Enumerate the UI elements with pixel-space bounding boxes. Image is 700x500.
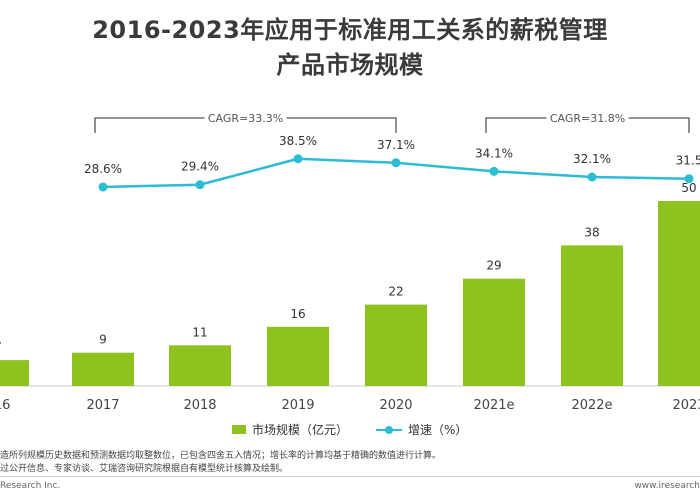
footer-divider — [0, 476, 700, 477]
growth-value-label: 34.1% — [475, 146, 513, 160]
bar-2023e — [658, 201, 700, 386]
cagr-bracket-right — [628, 117, 690, 133]
x-tick-label: 2022e — [571, 398, 612, 413]
bar-2020 — [365, 304, 427, 386]
cagr-label: CAGR=33.3% — [208, 112, 283, 125]
x-tick-label: 2017 — [86, 398, 119, 413]
growth-value-label: 31.5 — [676, 154, 700, 168]
legend-line-label: 增速（%） — [408, 423, 468, 437]
chart-title-line1: 2016-2023年应用于标准用工关系的薪税管理 — [92, 16, 608, 44]
bar-value-label: 38 — [584, 225, 599, 239]
growth-value-label: 38.5% — [279, 134, 317, 148]
chart-title-line2: 产品市场规模 — [276, 51, 424, 79]
bar-value-label: 11 — [192, 325, 207, 339]
x-tick-label: 2018 — [183, 398, 216, 413]
growth-point-2022e — [587, 172, 597, 182]
footer-copyright: Research Inc. — [0, 481, 61, 491]
legend-bar-swatch — [232, 425, 246, 434]
bar-2021e — [463, 278, 525, 386]
cagr-bracket-right — [286, 117, 397, 133]
bar-value-label: 9 — [99, 333, 107, 347]
growth-point-2019 — [293, 154, 303, 164]
bar-value-label: 22 — [388, 285, 403, 299]
bar-2018 — [169, 345, 231, 386]
bar-value-label: 7 — [0, 340, 2, 354]
legend: 市场规模（亿元） 增速（%） — [232, 421, 467, 438]
bar-2019 — [267, 326, 329, 386]
x-tick-label: 2020 — [379, 398, 412, 413]
growth-point-2017 — [98, 182, 108, 192]
growth-value-label: 32.1% — [573, 152, 611, 166]
footnote-2: 过公开信息、专家访谈、艾瑞咨询研究院根据自有模型统计核算及绘制。 — [0, 464, 289, 474]
growth-point-2020 — [391, 158, 401, 168]
x-tick-label: 2019 — [281, 398, 314, 413]
growth-point-2018 — [195, 180, 205, 190]
bar-value-label: 16 — [290, 307, 305, 321]
legend-item-bar: 市场规模（亿元） — [232, 421, 348, 438]
cagr-label: CAGR=31.8% — [550, 112, 625, 125]
x-tick-label: 016 — [0, 398, 10, 413]
growth-point-2021e — [489, 166, 499, 176]
legend-bar-label: 市场规模（亿元） — [252, 423, 349, 437]
x-tick-label: 2021e — [473, 398, 514, 413]
legend-item-line: 增速（%） — [376, 421, 467, 438]
bar-value-label: 29 — [486, 259, 501, 273]
footer-website: www.iresearch — [634, 481, 700, 491]
cagr-bracket-left — [94, 117, 205, 133]
cagr-bracket-left — [485, 117, 547, 133]
x-tick-label: 2023 — [672, 398, 700, 413]
bar-2017 — [72, 352, 134, 386]
footnote-1: 造所列规模历史数据和预测数据均取整数位，已包含四舍五入情况；增长率的计算均基于精… — [0, 451, 442, 461]
growth-value-label: 28.6% — [84, 162, 122, 176]
bar-value-label: 50 — [681, 181, 696, 195]
legend-line-swatch — [376, 425, 403, 435]
growth-value-label: 29.4% — [181, 160, 219, 174]
bar-2022e — [561, 245, 623, 386]
growth-point-2023e — [684, 174, 694, 184]
growth-value-label: 37.1% — [377, 138, 415, 152]
bar-2016 — [0, 360, 29, 386]
